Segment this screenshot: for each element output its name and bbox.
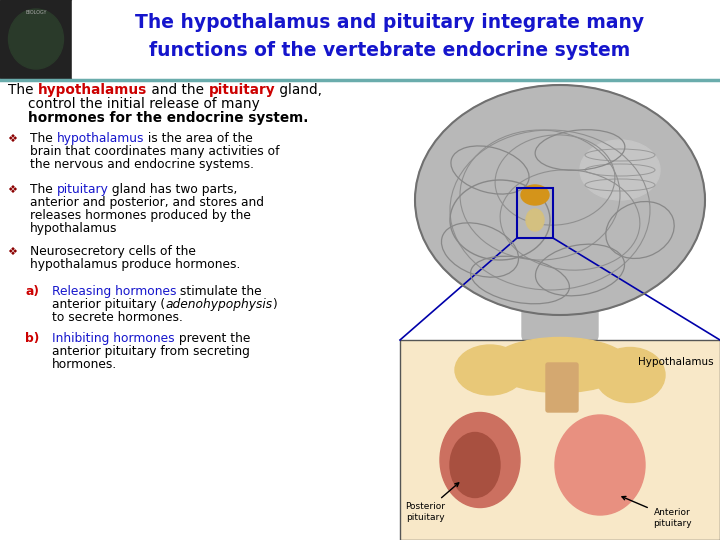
Text: gland has two parts,: gland has two parts,: [109, 183, 238, 196]
Bar: [517, 188, 553, 238]
Text: stimulate the: stimulate the: [176, 285, 262, 298]
Text: the nervous and endocrine systems.: the nervous and endocrine systems.: [30, 158, 254, 171]
Ellipse shape: [415, 85, 705, 315]
Bar: [400, 340, 720, 540]
Text: The hypothalamus and pituitary integrate many: The hypothalamus and pituitary integrate…: [135, 12, 644, 31]
Text: pituitary: pituitary: [209, 83, 275, 97]
Text: Anterior
pituitary: Anterior pituitary: [622, 496, 691, 528]
Ellipse shape: [455, 345, 525, 395]
Text: gland,: gland,: [275, 83, 322, 97]
Text: adenohypophysis: adenohypophysis: [165, 298, 272, 311]
Ellipse shape: [595, 348, 665, 402]
Text: pituitary: pituitary: [57, 183, 109, 196]
Text: Posterior
pituitary: Posterior pituitary: [405, 483, 459, 522]
Ellipse shape: [440, 413, 520, 508]
Text: prevent the: prevent the: [175, 332, 250, 345]
Text: anterior pituitary from secreting: anterior pituitary from secreting: [52, 345, 250, 358]
Text: ❖: ❖: [7, 134, 17, 144]
Ellipse shape: [490, 338, 630, 393]
Text: BIOLOGY: BIOLOGY: [25, 10, 47, 15]
Ellipse shape: [526, 209, 544, 231]
Text: releases hormones produced by the: releases hormones produced by the: [30, 209, 251, 222]
Ellipse shape: [9, 9, 63, 69]
Text: Releasing hormones: Releasing hormones: [52, 285, 176, 298]
Text: hypothalamus: hypothalamus: [38, 83, 147, 97]
Text: a): a): [25, 285, 39, 298]
Ellipse shape: [450, 433, 500, 497]
Text: hormones.: hormones.: [52, 358, 117, 371]
Text: hypothalamus: hypothalamus: [57, 132, 144, 145]
Text: anterior and posterior, and stores and: anterior and posterior, and stores and: [30, 196, 264, 209]
Text: hypothalamus: hypothalamus: [30, 222, 117, 235]
Text: functions of the vertebrate endocrine system: functions of the vertebrate endocrine sy…: [149, 40, 631, 59]
Ellipse shape: [521, 185, 549, 205]
Text: The: The: [8, 83, 38, 97]
Text: ❖: ❖: [7, 247, 17, 257]
Text: to secrete hormones.: to secrete hormones.: [52, 311, 183, 324]
FancyBboxPatch shape: [546, 363, 578, 412]
Text: control the initial release of many: control the initial release of many: [28, 97, 260, 111]
Ellipse shape: [555, 415, 645, 515]
Text: ): ): [272, 298, 277, 311]
Text: hypothalamus produce hormones.: hypothalamus produce hormones.: [30, 258, 240, 271]
Text: is the area of the: is the area of the: [144, 132, 253, 145]
Text: Neurosecretory cells of the: Neurosecretory cells of the: [30, 245, 196, 258]
FancyBboxPatch shape: [522, 287, 598, 343]
Text: b): b): [25, 332, 40, 345]
Bar: [72, 0, 720, 78]
Text: The: The: [30, 183, 57, 196]
Text: anterior pituitary (: anterior pituitary (: [52, 298, 165, 311]
Bar: [0, 0, 72, 78]
Text: ❖: ❖: [7, 185, 17, 195]
Text: and the: and the: [147, 83, 209, 97]
Ellipse shape: [580, 140, 660, 200]
Text: brain that coordinates many activities of: brain that coordinates many activities o…: [30, 145, 279, 158]
Text: Inhibiting hormones: Inhibiting hormones: [52, 332, 175, 345]
Text: hormones for the endocrine system.: hormones for the endocrine system.: [28, 111, 308, 125]
Text: Hypothalamus: Hypothalamus: [638, 357, 714, 367]
Text: The: The: [30, 132, 57, 145]
